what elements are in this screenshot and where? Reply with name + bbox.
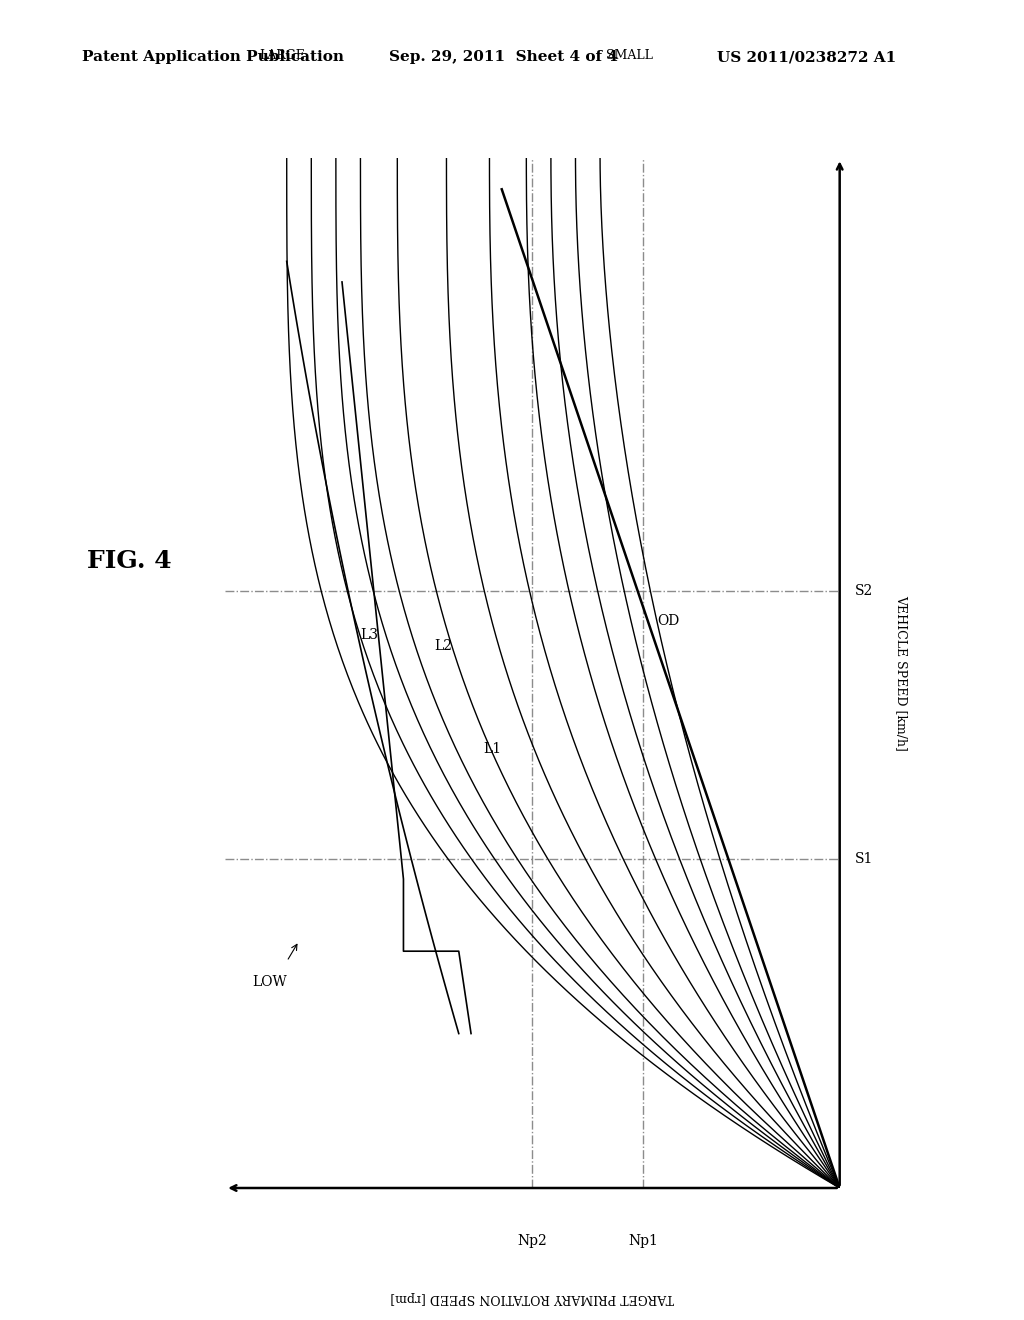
Text: L2: L2 [434, 639, 453, 652]
Text: S2: S2 [855, 583, 873, 598]
Text: Patent Application Publication: Patent Application Publication [82, 50, 344, 65]
Text: SMALL: SMALL [606, 49, 653, 62]
Text: L1: L1 [483, 742, 502, 755]
Text: US 2011/0238272 A1: US 2011/0238272 A1 [717, 50, 896, 65]
Text: OD: OD [657, 614, 680, 628]
Text: Sep. 29, 2011  Sheet 4 of 4: Sep. 29, 2011 Sheet 4 of 4 [389, 50, 618, 65]
Text: Np1: Np1 [628, 1234, 658, 1249]
Text: VEHICLE SPEED [km/h]: VEHICLE SPEED [km/h] [895, 595, 907, 751]
Text: S1: S1 [855, 851, 873, 866]
Text: LOW: LOW [252, 975, 287, 989]
Text: Np2: Np2 [517, 1234, 548, 1249]
Text: L3: L3 [360, 628, 379, 643]
Text: LARGE: LARGE [259, 49, 305, 62]
Text: TARGET PRIMARY ROTATION SPEED [rpm]: TARGET PRIMARY ROTATION SPEED [rpm] [390, 1291, 675, 1304]
Text: FIG. 4: FIG. 4 [87, 549, 172, 573]
